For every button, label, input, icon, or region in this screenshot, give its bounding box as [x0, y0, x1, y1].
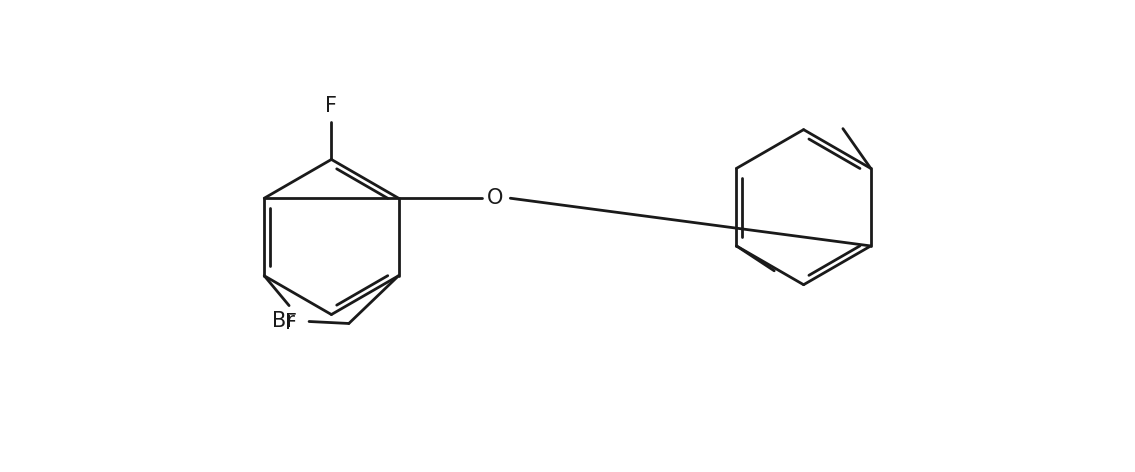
Text: F: F: [285, 312, 297, 333]
Text: O: O: [487, 188, 504, 208]
Text: F: F: [326, 96, 337, 116]
Text: Br: Br: [272, 312, 295, 331]
